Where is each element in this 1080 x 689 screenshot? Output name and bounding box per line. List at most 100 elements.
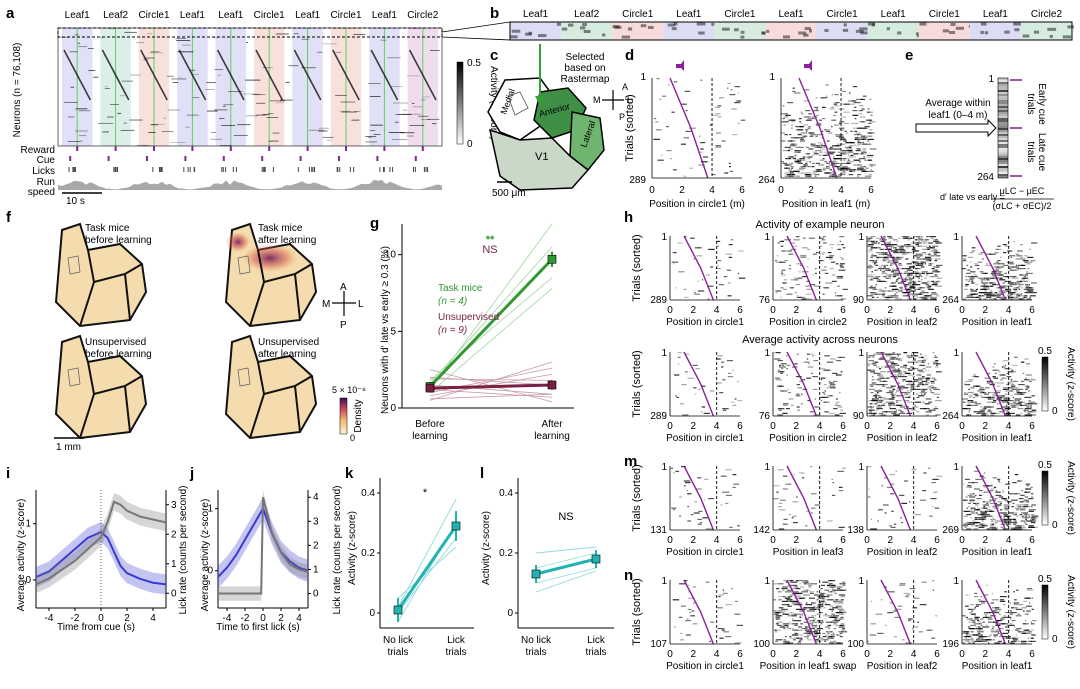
raster-mark xyxy=(869,98,872,100)
raster-mark xyxy=(796,623,798,625)
raster-mark xyxy=(902,279,905,281)
raster-mark xyxy=(895,280,898,282)
raster-mark xyxy=(786,374,789,376)
raster-mark xyxy=(867,412,874,414)
raster-mark xyxy=(694,293,700,295)
raster-mark xyxy=(967,392,974,394)
raster-mark xyxy=(787,150,790,152)
raster-mark xyxy=(869,409,872,411)
raster-mark xyxy=(934,414,941,416)
raster-mark xyxy=(819,237,824,239)
raster-mark xyxy=(971,404,978,406)
raster-mark xyxy=(927,285,932,287)
raster-mark xyxy=(987,642,990,644)
b-raster-mark xyxy=(612,25,620,29)
raster-mark xyxy=(1002,379,1004,381)
raster-mark xyxy=(791,156,794,158)
raster-mark xyxy=(831,620,836,622)
raster-mark xyxy=(931,637,936,639)
raster-mark xyxy=(1024,528,1026,530)
raster-mark xyxy=(906,244,910,246)
raster-mark xyxy=(936,396,939,398)
raster-mark xyxy=(829,255,835,257)
raster-mark xyxy=(877,374,883,376)
area-label-v1: V1 xyxy=(535,151,548,163)
raster-mark xyxy=(1020,295,1024,297)
raster-mark xyxy=(818,597,820,599)
lick-tick xyxy=(425,167,427,172)
raster-mark xyxy=(1019,525,1025,527)
mean-marker xyxy=(547,254,557,264)
raster-mark xyxy=(698,135,701,137)
raster-mark xyxy=(831,494,836,496)
raster-mark xyxy=(898,368,900,370)
raster-mark xyxy=(934,360,938,362)
raster-mark xyxy=(879,388,881,390)
raster-mark xyxy=(985,396,991,398)
raster-mark xyxy=(871,400,878,402)
raster-mark xyxy=(285,81,290,83)
raster-mark xyxy=(860,110,862,112)
series-line xyxy=(35,530,167,586)
raster-mark xyxy=(966,514,972,516)
raster-mark xyxy=(914,271,916,273)
raster-mark xyxy=(773,610,776,612)
raster-mark xyxy=(977,599,981,601)
raster-mark xyxy=(813,151,817,153)
sequence-diagonal xyxy=(370,49,399,101)
raster-mark xyxy=(779,290,782,292)
raster-mark xyxy=(784,624,789,626)
raster-mark xyxy=(828,608,834,610)
raster-mark xyxy=(1025,280,1028,282)
raster-mark xyxy=(185,126,190,128)
raster-mark xyxy=(1016,392,1022,394)
raster-mark xyxy=(813,631,818,633)
raster-mark xyxy=(977,626,980,628)
raster-mark xyxy=(878,290,880,292)
panel-label-l: l xyxy=(480,465,484,482)
raster-mark xyxy=(1031,242,1038,244)
raster-mark xyxy=(1003,520,1011,522)
raster-mark xyxy=(838,392,841,394)
raster-mark xyxy=(693,292,696,294)
raster-mark xyxy=(822,167,826,169)
raster-mark xyxy=(1001,266,1003,268)
raster-mark xyxy=(964,408,971,410)
raster-mark xyxy=(733,483,740,485)
raster-mark xyxy=(991,277,999,279)
raster-mark xyxy=(785,167,791,169)
x-tick-label: 6 xyxy=(737,649,743,660)
raster-mark xyxy=(877,404,881,406)
raster-mark xyxy=(996,490,998,492)
raster-mark xyxy=(841,631,848,633)
raster-mark xyxy=(811,353,813,355)
raster-mark xyxy=(928,255,935,257)
raster-bg xyxy=(962,236,1032,300)
raster-mark xyxy=(869,279,874,281)
raster-mark xyxy=(826,166,828,168)
raster-mark xyxy=(1026,517,1032,519)
raster-mark xyxy=(885,360,891,362)
raster-mark xyxy=(909,355,913,357)
raster-mark xyxy=(812,376,819,378)
raster-mark xyxy=(322,136,334,138)
mean-line xyxy=(428,258,554,388)
raster-mark xyxy=(699,151,704,153)
raster-mark xyxy=(963,393,969,395)
raster-mark xyxy=(890,271,894,273)
raster-mark xyxy=(1027,640,1032,642)
raster-mark xyxy=(976,498,981,500)
raster-mark xyxy=(847,100,853,102)
raster-mark xyxy=(794,581,798,583)
raster-mark xyxy=(877,242,880,244)
raster-mark xyxy=(1026,387,1030,389)
raster-mark xyxy=(791,174,796,176)
raster-mark xyxy=(687,520,692,522)
panel-label-d: d xyxy=(625,47,634,64)
x-tick-label: 4 xyxy=(1006,421,1012,432)
raster-mark xyxy=(824,640,827,642)
raster-mark xyxy=(120,95,125,97)
raster-mark xyxy=(826,172,831,174)
raster-mark xyxy=(856,169,863,171)
raster-mark xyxy=(985,615,987,617)
